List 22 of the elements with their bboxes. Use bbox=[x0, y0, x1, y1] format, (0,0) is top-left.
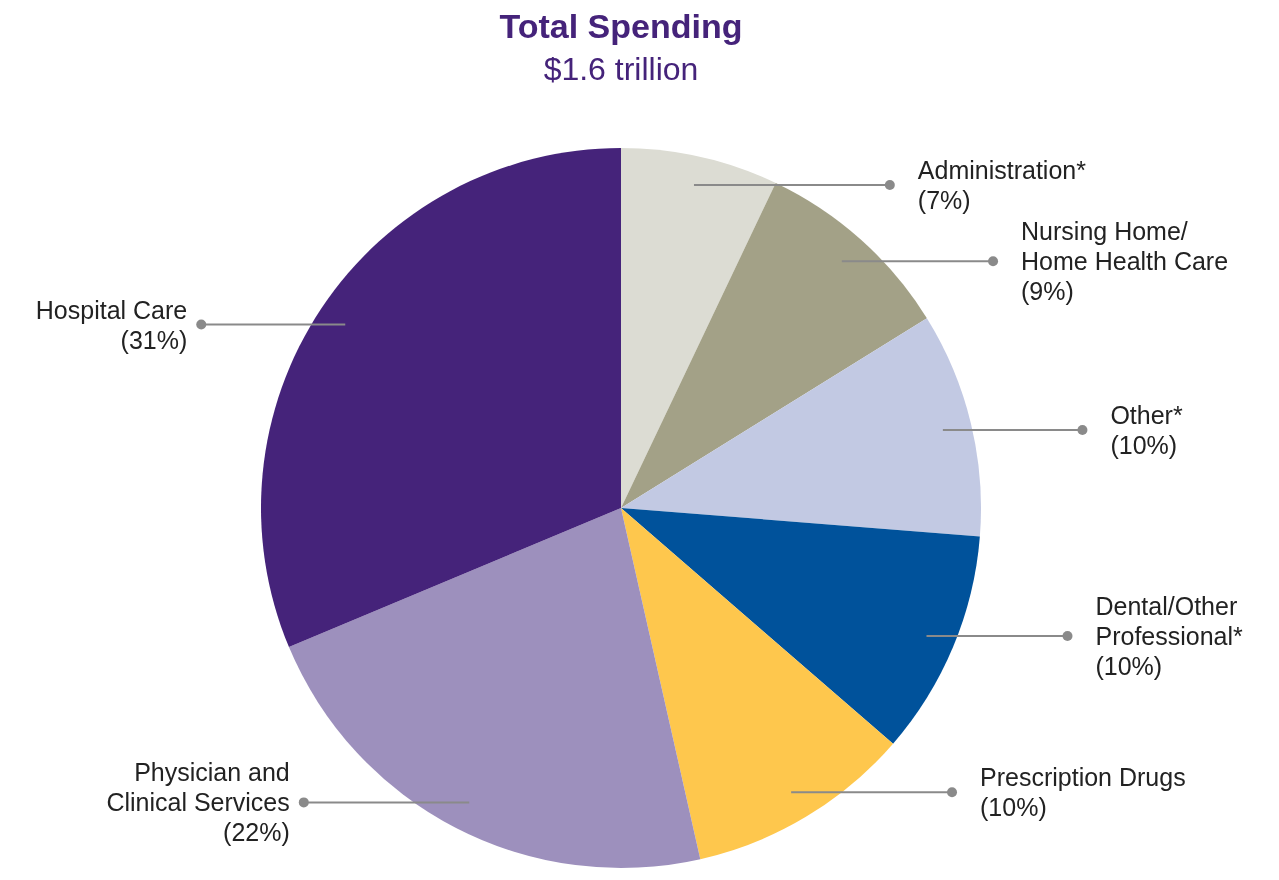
slice-label: Hospital Care bbox=[35, 295, 188, 324]
data-label: (31%) bbox=[120, 325, 188, 354]
pie-slice bbox=[621, 508, 980, 744]
slice-label: Administration* bbox=[917, 155, 1087, 184]
slice-label: Prescription Drugs bbox=[980, 763, 1186, 792]
pie-slice bbox=[261, 148, 621, 648]
chart-title: Total Spending bbox=[499, 7, 743, 45]
slice-label: Other* bbox=[1110, 400, 1183, 429]
data-label: (9%) bbox=[1021, 277, 1074, 306]
pie-slice bbox=[621, 508, 894, 860]
pie-slice bbox=[288, 508, 701, 868]
slice-label: Dental/Other Professional* bbox=[1095, 591, 1244, 650]
data-label: (10%) bbox=[1110, 430, 1178, 459]
pie-slice bbox=[621, 318, 981, 537]
pie-slice bbox=[621, 148, 776, 508]
data-label: (22%) bbox=[223, 818, 290, 847]
slice-label: Physician and Clinical Services bbox=[106, 758, 290, 817]
data-label: (10%) bbox=[1095, 651, 1163, 680]
slice-label: Nursing Home/ Home Health Care bbox=[1021, 217, 1229, 276]
data-label: (7%) bbox=[917, 185, 971, 214]
chart-subtitle: $1.6 trillion bbox=[543, 51, 699, 87]
data-label: (10%) bbox=[980, 793, 1047, 822]
